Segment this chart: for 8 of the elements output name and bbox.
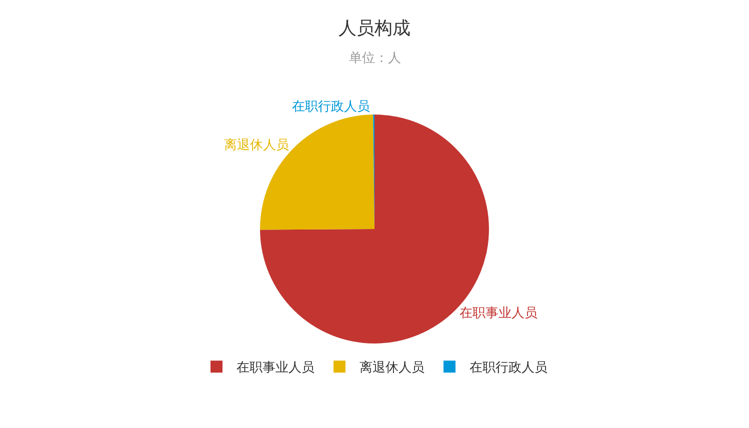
chart-subtitle: 单位：人 [349, 51, 401, 66]
legend-label: 离退休人员 [360, 360, 424, 376]
slice-label: 在职行政人员 [292, 100, 370, 115]
slice-label: 在职事业人员 [459, 306, 538, 321]
legend-label: 在职事业人员 [236, 360, 314, 376]
slice-label: 离退休人员 [224, 136, 289, 153]
chart-title: 人员构成 [338, 18, 410, 39]
legend-label: 在职行政人员 [470, 360, 548, 376]
